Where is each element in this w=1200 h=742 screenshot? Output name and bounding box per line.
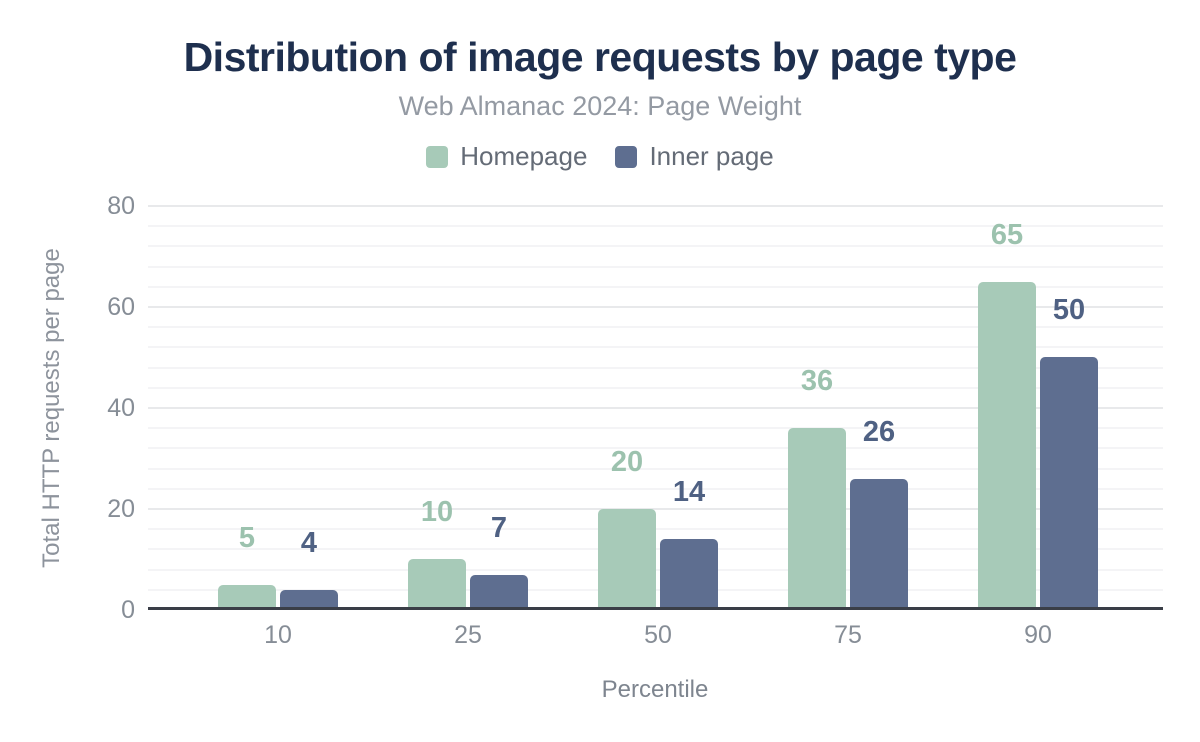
y-tick-label-20: 20 xyxy=(107,495,135,523)
x-axis-line xyxy=(148,607,1163,610)
legend-label-inner-page: Inner page xyxy=(649,141,774,171)
value-label-homepage-p90: 65 xyxy=(990,219,1024,251)
gridline-minor-68 xyxy=(148,266,1163,268)
value-label-homepage-p10: 5 xyxy=(238,522,256,554)
gridline-minor-48 xyxy=(148,367,1163,369)
gridline-minor-52 xyxy=(148,346,1163,348)
gridline-minor-36 xyxy=(148,427,1163,429)
bar-homepage-p75 xyxy=(788,428,846,610)
y-tick-label-0: 0 xyxy=(121,596,135,624)
chart-title: Distribution of image requests by page t… xyxy=(183,34,1017,80)
gridline-minor-32 xyxy=(148,447,1163,449)
y-tick-label-80: 80 xyxy=(107,192,135,220)
x-tick-label-90: 90 xyxy=(1024,621,1052,649)
gridline-minor-76 xyxy=(148,225,1163,227)
gridline-minor-64 xyxy=(148,286,1163,288)
bar-inner-page-p25 xyxy=(470,575,528,610)
x-tick-label-50: 50 xyxy=(644,621,672,649)
value-label-inner-page-p10: 4 xyxy=(300,527,318,559)
bar-inner-page-p75 xyxy=(850,479,908,610)
gridline-major-20 xyxy=(148,508,1163,510)
bar-inner-page-p90 xyxy=(1040,357,1098,610)
gridline-major-80 xyxy=(148,205,1163,207)
legend-swatch-homepage xyxy=(426,145,449,168)
value-label-inner-page-p25: 7 xyxy=(490,512,508,544)
x-tick-label-25: 25 xyxy=(454,621,482,649)
gridline-major-40 xyxy=(148,407,1163,409)
value-label-inner-page-p75: 26 xyxy=(862,416,896,448)
legend-item-homepage[interactable]: Homepage xyxy=(426,141,587,172)
bar-inner-page-p10 xyxy=(280,590,338,610)
gridline-minor-44 xyxy=(148,387,1163,389)
legend-item-inner-page[interactable]: Inner page xyxy=(615,141,774,172)
legend-label-homepage: Homepage xyxy=(460,141,588,171)
value-label-homepage-p25: 10 xyxy=(420,496,454,528)
value-label-homepage-p50: 20 xyxy=(610,446,644,478)
bar-homepage-p25 xyxy=(408,559,466,610)
bar-homepage-p90 xyxy=(978,282,1036,610)
x-tick-label-10: 10 xyxy=(264,621,292,649)
gridline-minor-56 xyxy=(148,326,1163,328)
chart-subtitle: Web Almanac 2024: Page Weight xyxy=(398,91,802,121)
value-label-inner-page-p90: 50 xyxy=(1052,294,1086,326)
legend: Homepage Inner page xyxy=(0,141,1200,172)
value-label-inner-page-p50: 14 xyxy=(672,476,706,508)
gridline-major-60 xyxy=(148,306,1163,308)
x-axis-title: Percentile xyxy=(601,676,709,703)
legend-swatch-inner-page xyxy=(615,145,638,168)
y-axis-title: Total HTTP requests per page xyxy=(38,248,65,568)
bar-homepage-p10 xyxy=(218,585,276,610)
x-tick-label-75: 75 xyxy=(834,621,862,649)
bar-inner-page-p50 xyxy=(660,539,718,610)
y-tick-label-40: 40 xyxy=(107,394,135,422)
y-tick-label-60: 60 xyxy=(107,293,135,321)
bar-homepage-p50 xyxy=(598,509,656,610)
gridline-minor-28 xyxy=(148,468,1163,470)
gridline-minor-24 xyxy=(148,488,1163,490)
value-label-homepage-p75: 36 xyxy=(800,365,834,397)
gridline-minor-72 xyxy=(148,245,1163,247)
